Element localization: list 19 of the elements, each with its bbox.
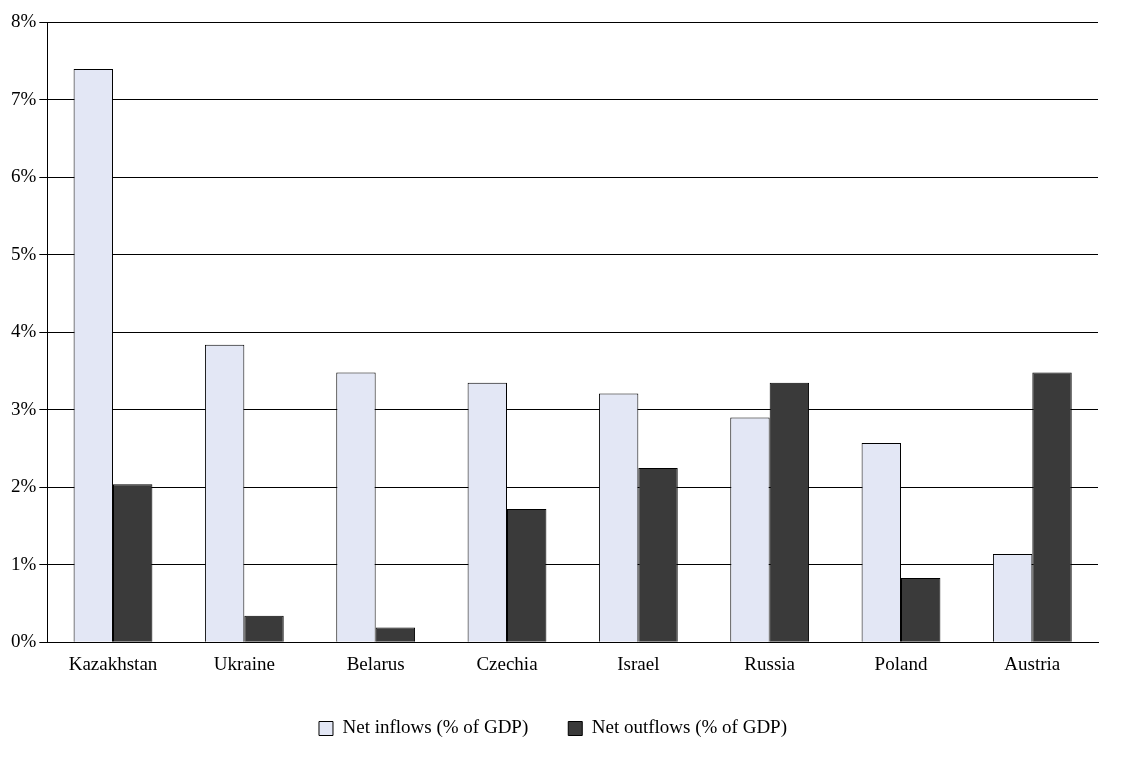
y-tick-label: 0% [11, 630, 37, 652]
x-tick-label: Belarus [346, 652, 405, 674]
legend-label: Net outflows (% of GDP) [591, 716, 788, 739]
y-tick-label: 8% [11, 10, 37, 32]
x-tick-label: Ukraine [213, 652, 275, 674]
y-tick-label: 6% [11, 165, 37, 187]
y-tick-label: 3% [11, 397, 37, 419]
legend-label: Net inflows (% of GDP) [342, 716, 529, 739]
y-tick-label: 4% [11, 320, 37, 342]
y-tick-label: 7% [11, 87, 37, 109]
x-tick-label: Poland [874, 652, 928, 674]
x-tick-label: Czechia [476, 652, 539, 674]
x-tick-label: Austria [1004, 652, 1061, 674]
x-tick-label: Israel [617, 652, 660, 674]
x-tick-label: Kazakhstan [68, 652, 158, 674]
y-tick-label: 5% [11, 242, 37, 264]
y-tick-label: 1% [11, 552, 37, 574]
x-tick-label: Russia [744, 652, 796, 674]
y-tick-label: 2% [11, 475, 37, 497]
